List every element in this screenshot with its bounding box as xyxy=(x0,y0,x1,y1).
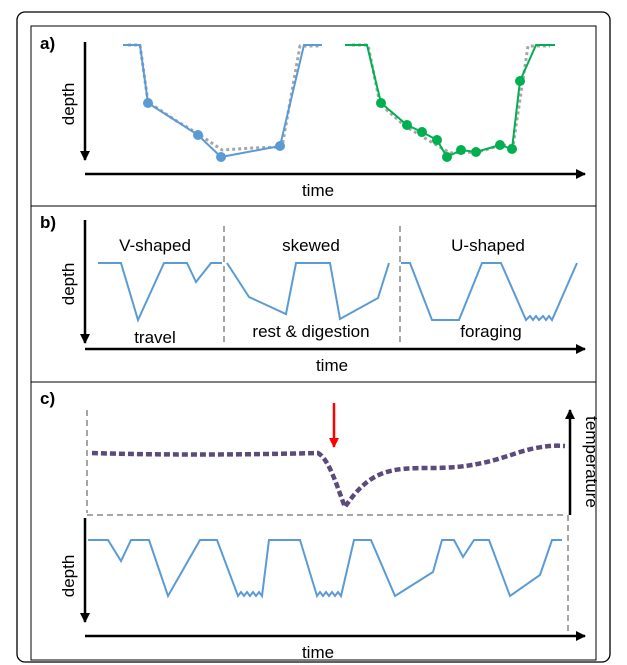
panel-c-temperature-trace xyxy=(91,443,566,512)
panel-a-left-point xyxy=(193,130,203,140)
panel-a-left-point xyxy=(143,98,153,108)
panel-b-behaviour-foraging: foraging xyxy=(460,322,521,341)
panel-a-right-dive-profile xyxy=(345,44,555,159)
panel-a-right-point xyxy=(417,127,427,137)
panel-a-right-point xyxy=(442,152,452,162)
panel-a-right-point xyxy=(402,120,412,130)
panel-a-right-point xyxy=(515,76,525,86)
panel-a-right-point xyxy=(376,98,386,108)
panel-a-right-point xyxy=(432,135,442,145)
panel-b-dive-profile-skewed xyxy=(226,262,390,321)
panel-a-time-label: time xyxy=(302,181,334,200)
panel-c-frame xyxy=(30,381,597,661)
panel-a-left-approx-line xyxy=(128,43,320,152)
panel-c-depth-label: depth xyxy=(59,555,78,598)
panel-a-label: a) xyxy=(40,34,55,53)
panel-b-frame xyxy=(30,205,597,383)
panel-c-time-label: time xyxy=(302,643,334,662)
panel-b: b) depth time V-shaped skewed U-shaped t… xyxy=(30,205,597,383)
panel-b-dive-profile-v-shaped xyxy=(98,262,222,323)
panel-a-right-point xyxy=(495,140,505,150)
panel-c-dive-profile xyxy=(88,539,562,599)
outer-frame xyxy=(16,11,611,663)
panel-b-title-v-shaped: V-shaped xyxy=(119,236,191,255)
panel-a-right-point xyxy=(456,145,466,155)
panel-b-behaviour-rest: rest & digestion xyxy=(252,322,369,341)
panel-a-left-dive-profile xyxy=(123,44,322,159)
panel-a-left-point xyxy=(216,152,226,162)
panel-c: c) temperature depth time xyxy=(30,381,601,662)
panel-a-left-point xyxy=(275,141,285,151)
panel-b-behaviour-travel: travel xyxy=(134,328,176,347)
panel-b-depth-label: depth xyxy=(59,263,78,306)
panel-c-label: c) xyxy=(40,389,55,408)
panel-a-depth-label: depth xyxy=(59,83,78,126)
panel-b-dive-profile-u-shaped xyxy=(401,262,578,322)
panel-b-time-label: time xyxy=(316,356,348,375)
panel-a-right-point xyxy=(471,147,481,157)
panel-a: a) depth time xyxy=(30,25,597,207)
panel-b-title-u-shaped: U-shaped xyxy=(451,236,525,255)
panel-c-temperature-label: temperature xyxy=(582,416,601,508)
panel-b-title-skewed: skewed xyxy=(282,236,340,255)
panel-a-right-point xyxy=(507,144,517,154)
panel-b-label: b) xyxy=(40,213,56,232)
panel-a-frame xyxy=(30,25,597,207)
